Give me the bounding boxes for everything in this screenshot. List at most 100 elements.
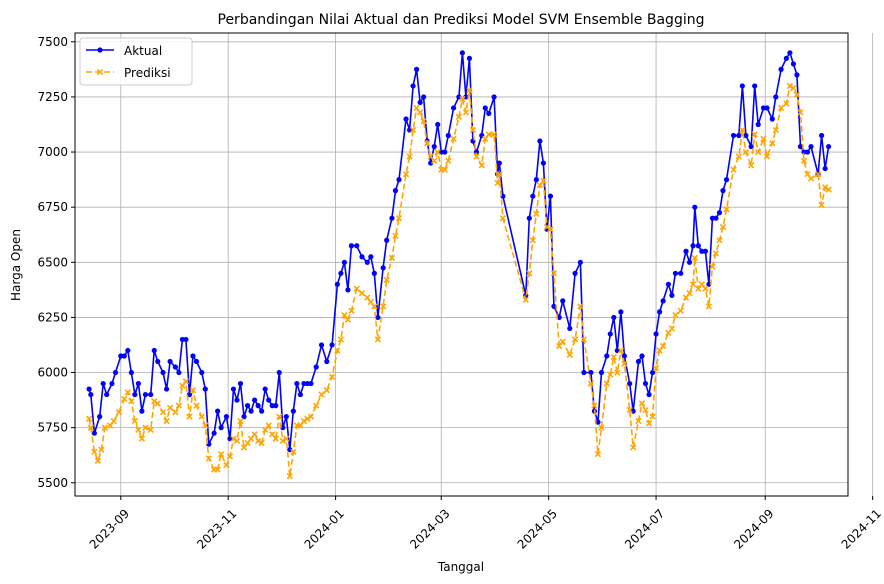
- data-point-prediksi: [716, 237, 723, 244]
- data-point-aktual: [190, 353, 196, 359]
- data-point-aktual: [176, 369, 182, 376]
- data-point-aktual: [748, 143, 754, 150]
- data-point-prediksi: [172, 409, 179, 416]
- data-point-aktual: [273, 403, 279, 409]
- data-point-prediksi: [642, 406, 649, 414]
- data-point-prediksi: [276, 413, 283, 420]
- data-point-prediksi: [790, 84, 797, 92]
- data-point-prediksi: [719, 223, 727, 231]
- data-point-prediksi: [98, 446, 105, 453]
- data-point-aktual: [375, 314, 381, 321]
- data-point-prediksi: [455, 113, 463, 120]
- data-point-prediksi: [182, 378, 190, 385]
- data-point-aktual: [533, 177, 539, 183]
- data-point-prediksi: [265, 422, 272, 429]
- data-point-prediksi: [223, 461, 230, 469]
- data-point-aktual: [334, 281, 340, 287]
- data-point-prediksi: [494, 179, 501, 187]
- data-point-aktual: [692, 204, 698, 210]
- data-point-prediksi: [409, 126, 417, 134]
- data-point-aktual: [787, 50, 793, 56]
- data-point-prediksi: [473, 153, 480, 160]
- data-point-aktual: [686, 259, 693, 265]
- data-point-prediksi: [217, 450, 225, 458]
- data-point-aktual: [690, 243, 696, 249]
- data-point-aktual: [371, 270, 377, 276]
- data-point-prediksi: [101, 424, 109, 431]
- data-point-aktual: [730, 132, 737, 139]
- data-point-aktual: [486, 110, 492, 117]
- data-point-aktual: [234, 397, 240, 403]
- data-point-prediksi: [459, 95, 466, 103]
- data-point-aktual: [790, 61, 797, 67]
- y-tick-label: 7000: [37, 145, 68, 159]
- data-point-prediksi: [344, 316, 352, 323]
- data-point-aktual: [266, 397, 272, 403]
- data-point-prediksi: [638, 400, 646, 407]
- data-point-aktual: [713, 215, 719, 221]
- data-point-aktual: [794, 72, 800, 78]
- data-point-prediksi: [423, 140, 431, 147]
- data-point-prediksi: [154, 400, 161, 407]
- data-point-prediksi: [466, 87, 473, 94]
- data-point-aktual: [496, 160, 502, 166]
- data-point-prediksi: [328, 373, 336, 381]
- data-point-prediksi: [392, 232, 399, 240]
- data-point-aktual: [132, 391, 138, 398]
- data-point-prediksi: [230, 435, 237, 442]
- data-point-aktual: [211, 430, 217, 436]
- data-point-aktual: [804, 149, 811, 155]
- data-point-prediksi: [163, 417, 170, 425]
- data-point-prediksi: [175, 402, 183, 409]
- data-point-prediksi: [307, 413, 315, 420]
- data-point-prediksi: [533, 210, 540, 217]
- data-point-aktual: [160, 369, 166, 376]
- data-point-aktual: [463, 94, 469, 100]
- data-point-prediksi: [290, 448, 297, 456]
- data-point-aktual: [720, 188, 726, 194]
- data-point-prediksi: [659, 342, 667, 350]
- data-point-aktual: [752, 83, 758, 89]
- data-point-aktual: [287, 447, 293, 453]
- data-point-prediksi: [607, 371, 614, 378]
- data-point-prediksi: [304, 415, 311, 422]
- data-point-aktual: [368, 254, 374, 260]
- data-point-prediksi: [121, 395, 128, 403]
- data-point-prediksi: [131, 417, 139, 425]
- data-point-aktual: [100, 380, 106, 387]
- data-point-prediksi: [383, 276, 390, 284]
- data-point-aktual: [769, 116, 775, 122]
- data-point-aktual: [649, 369, 656, 376]
- data-point-prediksi: [760, 135, 767, 142]
- plot-frame: [74, 32, 849, 497]
- data-point-aktual: [151, 347, 157, 354]
- data-point-aktual: [627, 380, 633, 387]
- data-point-prediksi: [591, 402, 598, 409]
- series-aktual: [86, 50, 832, 453]
- data-point-aktual: [139, 408, 145, 414]
- data-point-aktual: [656, 309, 663, 315]
- data-point-aktual: [318, 342, 325, 348]
- data-point-prediksi: [814, 170, 822, 178]
- data-point-aktual: [739, 83, 745, 89]
- data-point-aktual: [653, 331, 659, 337]
- data-point-prediksi: [420, 118, 427, 125]
- data-point-aktual: [764, 105, 770, 111]
- data-point-aktual: [456, 94, 462, 100]
- data-point-aktual: [442, 149, 448, 155]
- data-point-aktual: [547, 193, 554, 199]
- data-point-prediksi: [783, 100, 790, 107]
- data-point-prediksi: [402, 170, 410, 178]
- data-point-prediksi: [431, 157, 438, 165]
- data-point-aktual: [560, 298, 566, 304]
- data-point-prediksi: [772, 126, 779, 134]
- data-point-prediksi: [747, 162, 755, 169]
- data-point-prediksi: [416, 109, 424, 116]
- data-point-aktual: [755, 121, 761, 128]
- data-point-aktual: [660, 298, 666, 304]
- data-point-prediksi: [279, 437, 286, 445]
- data-point-prediksi: [202, 422, 209, 429]
- data-point-prediksi: [825, 186, 832, 193]
- data-point-aktual: [345, 287, 351, 293]
- data-point-prediksi: [110, 417, 117, 425]
